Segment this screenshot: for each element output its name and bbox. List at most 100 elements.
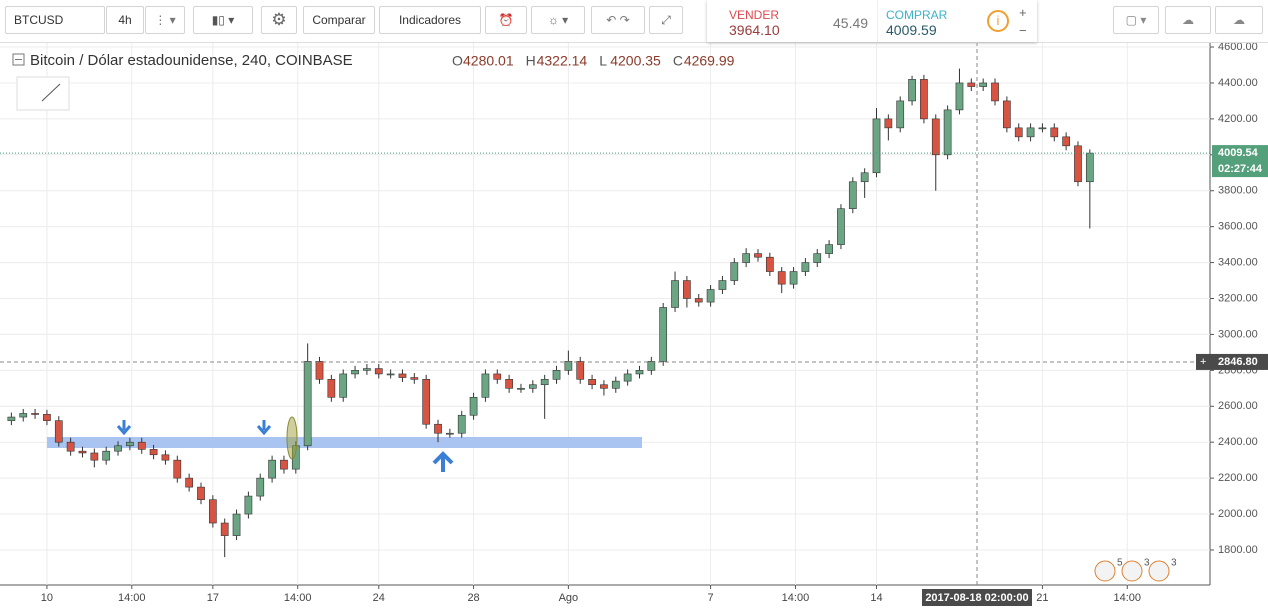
candle-body [754, 253, 762, 258]
candle-body [137, 441, 146, 450]
candle-body [671, 280, 679, 308]
x-tick-label: 14:00 [284, 592, 312, 604]
chart-style[interactable]: ▮▯ ▾ [193, 6, 253, 34]
legend-value: 4269.99 [684, 53, 735, 69]
legend-value: 4280.01 [463, 53, 514, 69]
y-tick-label: 4400.00 [1218, 77, 1258, 89]
candle-body [1003, 100, 1011, 129]
y-tick-label: 2800.00 [1218, 364, 1258, 376]
candle-body [315, 361, 324, 380]
badge-count: 3 [1171, 558, 1177, 569]
candle-body [446, 432, 454, 435]
zoom-buttons[interactable]: + − [1019, 5, 1027, 38]
candle-body [31, 413, 39, 415]
badge-icon[interactable] [1148, 560, 1170, 582]
candle-body [801, 262, 810, 272]
divider [877, 0, 878, 42]
candle-body [848, 181, 857, 209]
candle-body [837, 208, 845, 245]
crosshair-time-box [922, 589, 1032, 606]
candle-body [600, 384, 608, 389]
candle-body [220, 522, 229, 536]
x-tick-label: 14:00 [1114, 592, 1142, 604]
candle-body [528, 384, 537, 389]
candle-body [540, 379, 549, 386]
candle-body [884, 118, 893, 129]
legend-key: C [673, 53, 683, 69]
candle-body [481, 373, 490, 398]
alert[interactable]: ⏰ [485, 6, 527, 34]
buy-price[interactable]: 4009.59 [886, 22, 937, 38]
legend-key: L [599, 53, 607, 69]
candle-body [955, 82, 964, 111]
cloud-load[interactable]: ☁ [1165, 6, 1211, 34]
x-tick-label: 14:00 [118, 592, 146, 604]
fullscreen[interactable]: ⤢ [649, 6, 683, 34]
candle-body [114, 445, 122, 452]
cloud-save[interactable]: ☁ [1215, 6, 1263, 34]
candle-body [434, 423, 442, 434]
candle-body [149, 449, 158, 456]
candle-body [54, 420, 63, 443]
countdown: 02:27:44 [1218, 163, 1263, 175]
candle-body [552, 370, 561, 380]
y-tick-label: 2200.00 [1218, 472, 1258, 484]
candle-body [244, 495, 253, 515]
badges: 5 3 3 [1094, 558, 1177, 582]
candle-body [102, 450, 111, 461]
undo-redo[interactable]: ↶ ↷ [591, 6, 645, 34]
candle-body [979, 82, 988, 87]
candle-body [718, 280, 727, 290]
arrow-down [256, 420, 272, 436]
candle-body [765, 256, 774, 272]
info-icon[interactable]: i [987, 10, 1009, 32]
candle-body [7, 416, 16, 421]
badge-count: 3 [1144, 558, 1150, 569]
legend-value: 4322.14 [537, 53, 588, 69]
series-title: Bitcoin / Dólar estadounidense, 240, COI… [30, 52, 353, 69]
last-price-label: 4009.54 [1218, 147, 1259, 159]
candle-body [991, 82, 999, 102]
candle-body [363, 368, 371, 371]
candle-body [825, 244, 833, 254]
candle-body [410, 377, 419, 380]
collapse-icon[interactable] [12, 53, 25, 66]
drawing-tools[interactable] [16, 76, 70, 111]
candle-body [789, 271, 798, 285]
buy-label[interactable]: COMPRAR [886, 8, 948, 22]
symbol: BTCUSD [14, 13, 64, 27]
sell-label[interactable]: VENDER [729, 8, 780, 22]
indicators-button[interactable]: Indicadores [379, 6, 481, 34]
y-tick-label: 4000.00 [1218, 149, 1258, 161]
candle-body [303, 361, 312, 447]
candle-body [327, 379, 336, 398]
symbol-box[interactable]: BTCUSD [5, 6, 105, 34]
candle-body [19, 413, 28, 418]
candle-body [860, 172, 869, 183]
x-tick-label: 10 [41, 592, 53, 604]
settings[interactable]: ⚙ [261, 6, 297, 34]
interval-button[interactable]: 4h [106, 6, 144, 34]
y-tick-label: 2000.00 [1218, 508, 1258, 520]
candle-body [694, 298, 703, 303]
candle-body [647, 361, 656, 371]
y-tick-label: 3200.00 [1218, 292, 1258, 304]
compare-button[interactable]: Comparar [303, 6, 375, 34]
badge-icon[interactable] [1094, 560, 1116, 582]
badge-icon[interactable] [1121, 560, 1143, 582]
candle-body [588, 379, 596, 386]
support-band [47, 437, 642, 448]
compare: Comparar [312, 13, 366, 27]
candle-body [280, 459, 288, 470]
arrow-down [116, 420, 132, 436]
candle-body [635, 370, 644, 375]
layout[interactable]: ▢ ▾ [1113, 6, 1159, 34]
sell-price[interactable]: 3964.10 [729, 22, 780, 38]
interval-menu[interactable]: ⋮ ▾ [145, 6, 185, 34]
crosshair-price: 2846.80 [1218, 356, 1258, 368]
candle-body [493, 373, 502, 380]
ideas[interactable]: ☼ ▾ [531, 6, 585, 34]
candle-body [683, 280, 691, 299]
candle-body [908, 79, 916, 102]
